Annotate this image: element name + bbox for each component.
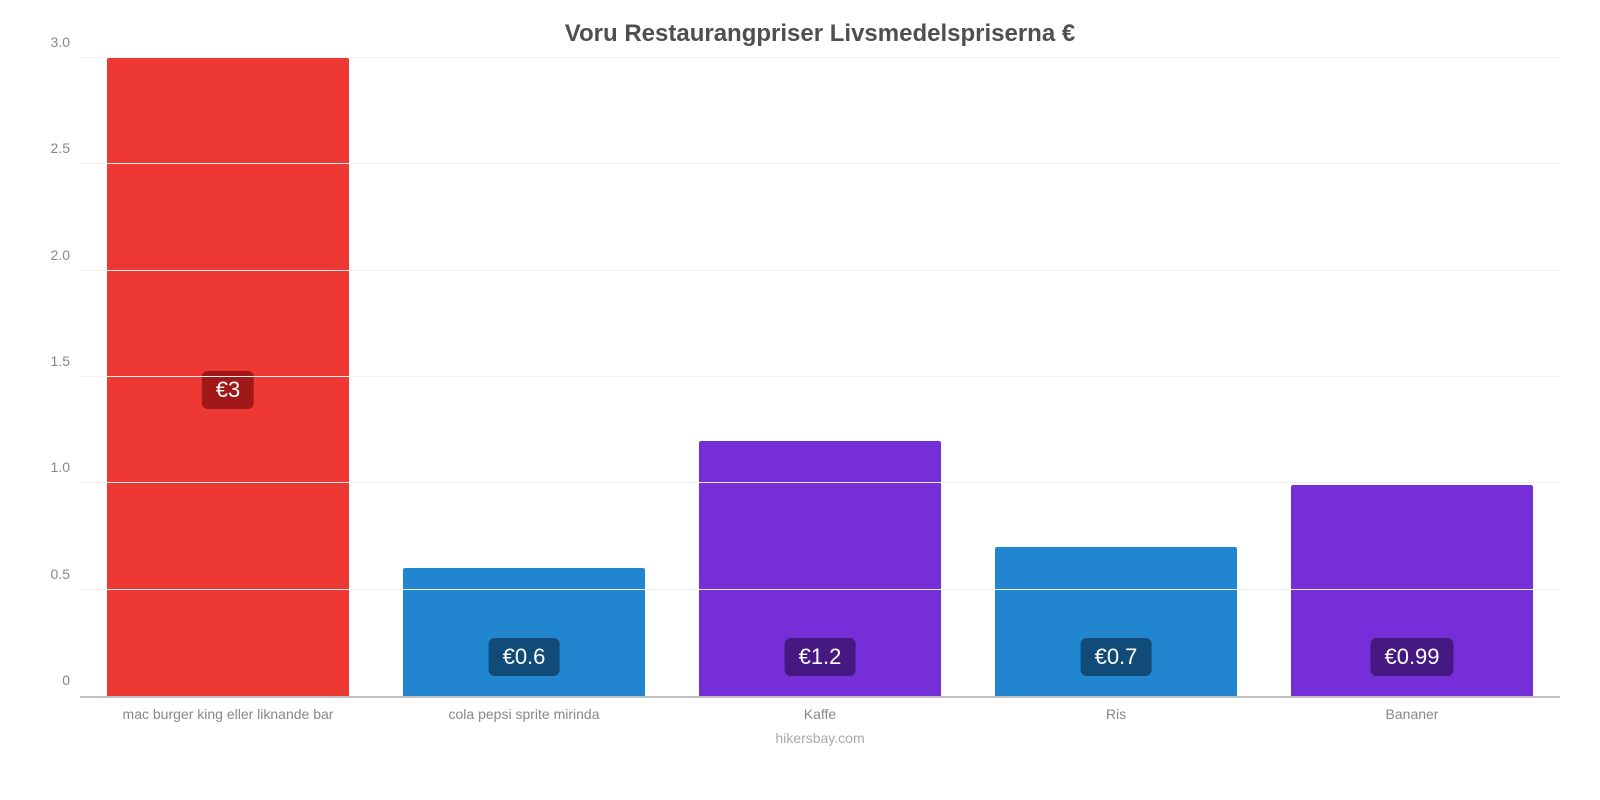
gridline bbox=[80, 57, 1560, 58]
value-badge: €0.6 bbox=[489, 638, 560, 676]
xtick-label: Kaffe bbox=[672, 706, 968, 722]
bar: €3 bbox=[107, 58, 350, 696]
bar: €0.7 bbox=[995, 547, 1238, 696]
xtick-label: Bananer bbox=[1264, 706, 1560, 722]
bar: €1.2 bbox=[699, 441, 942, 696]
chart-title: Voru Restaurangpriser Livsmedelspriserna… bbox=[80, 20, 1560, 48]
ytick-label: 1.5 bbox=[30, 353, 70, 369]
xtick-label: Ris bbox=[968, 706, 1264, 722]
value-badge: €0.7 bbox=[1081, 638, 1152, 676]
plot-area: €3€0.6€1.2€0.7€0.99 00.51.01.52.02.53.0 bbox=[80, 58, 1560, 698]
bar-slot: €3 bbox=[80, 58, 376, 696]
bar: €0.6 bbox=[403, 568, 646, 696]
x-axis-labels: mac burger king eller liknande barcola p… bbox=[80, 706, 1560, 722]
xtick-label: cola pepsi sprite mirinda bbox=[376, 706, 672, 722]
ytick-label: 0 bbox=[30, 672, 70, 688]
value-badge: €0.99 bbox=[1370, 638, 1453, 676]
gridline bbox=[80, 163, 1560, 164]
ytick-label: 2.0 bbox=[30, 247, 70, 263]
ytick-label: 0.5 bbox=[30, 566, 70, 582]
bars-row: €3 €0.6 €1.2 €0.7 €0.99 bbox=[80, 58, 1560, 696]
chart-container: Voru Restaurangpriser Livsmedelspriserna… bbox=[0, 0, 1600, 800]
bar-slot: €1.2 bbox=[672, 58, 968, 696]
gridline bbox=[80, 376, 1560, 377]
xtick-label: mac burger king eller liknande bar bbox=[80, 706, 376, 722]
bar-slot: €0.7 bbox=[968, 58, 1264, 696]
source-label: hikersbay.com bbox=[80, 730, 1560, 746]
gridline bbox=[80, 482, 1560, 483]
gridline bbox=[80, 589, 1560, 590]
bar-slot: €0.6 bbox=[376, 58, 672, 696]
bar: €0.99 bbox=[1291, 485, 1534, 696]
bar-slot: €0.99 bbox=[1264, 58, 1560, 696]
ytick-label: 3.0 bbox=[30, 34, 70, 50]
value-badge: €1.2 bbox=[785, 638, 856, 676]
gridline bbox=[80, 270, 1560, 271]
ytick-label: 2.5 bbox=[30, 140, 70, 156]
ytick-label: 1.0 bbox=[30, 459, 70, 475]
